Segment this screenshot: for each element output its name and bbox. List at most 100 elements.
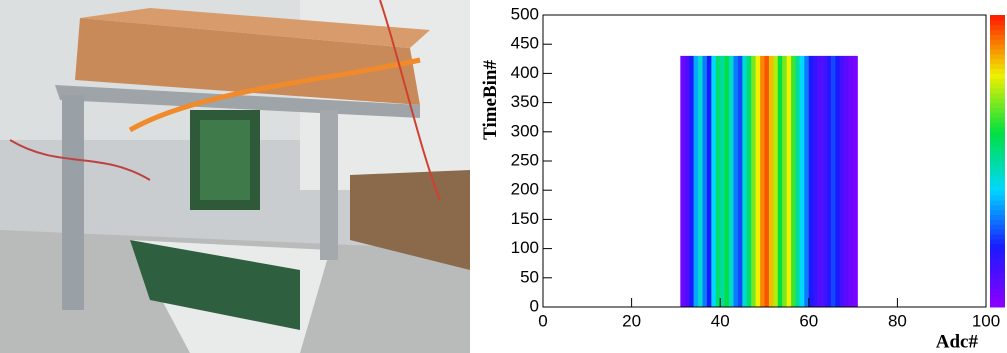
x-tick-label: 0: [538, 311, 547, 330]
colorbar-segment: [990, 297, 1005, 303]
colorbar-segment: [990, 107, 1005, 113]
colorbar-segment: [990, 29, 1005, 35]
colorbar-segment: [990, 146, 1005, 152]
colorbar-segment: [990, 243, 1005, 250]
heatmap-cell: [760, 55, 765, 307]
colorbar-segment: [990, 15, 1005, 21]
heatmap-cell: [689, 55, 694, 307]
heatmap-cell: [715, 55, 721, 307]
heatmap-cell: [786, 55, 792, 307]
heatmap-cell: [791, 55, 796, 307]
heatmap-cell: [839, 55, 845, 307]
heatmap-cell: [711, 55, 717, 307]
heatmap-cell: [804, 55, 810, 307]
x-tick-label: 80: [888, 311, 907, 330]
colorbar-segment: [990, 175, 1005, 181]
colorbar-segment: [990, 238, 1005, 245]
heatmap-cell: [755, 55, 761, 307]
heatmap-cell: [720, 55, 725, 307]
photo: [0, 0, 470, 353]
heatmap-cell: [702, 55, 708, 307]
colorbar-segment: [990, 170, 1005, 177]
colorbar-segment: [990, 190, 1005, 196]
colorbar-segment: [990, 73, 1005, 79]
y-tick-label: 50: [520, 267, 539, 286]
colorbar-segment: [990, 268, 1005, 274]
heatmap-cell: [768, 55, 774, 307]
colorbar-segment: [990, 165, 1005, 172]
x-tick-label: 60: [799, 311, 818, 330]
colorbar-segment: [990, 63, 1005, 70]
heatmap-cell: [693, 55, 699, 307]
heatmap-cell: [742, 55, 748, 307]
y-tick-label: 400: [511, 63, 539, 82]
x-tick-label: 40: [711, 311, 730, 330]
heatmap-cell: [764, 55, 770, 307]
colorbar-segment: [990, 122, 1005, 128]
heatmap-cell: [822, 55, 827, 307]
heatmap-cell: [844, 55, 849, 307]
plot-border: [542, 14, 987, 308]
colorbar-segment: [990, 204, 1005, 211]
colorbar-segment: [990, 112, 1005, 118]
heatmap-cell: [706, 55, 712, 307]
heatmap-cell: [773, 55, 779, 307]
colorbar-segment: [990, 44, 1005, 50]
y-tick-label: 350: [511, 92, 539, 111]
y-tick-label: 0: [530, 296, 539, 315]
colorbar-segment: [990, 219, 1005, 225]
colorbar-segment: [990, 195, 1005, 201]
colorbar-segment: [990, 292, 1005, 298]
colorbar-segment: [990, 248, 1005, 254]
heatmap-cell: [782, 55, 787, 307]
y-tick-label: 300: [511, 121, 539, 140]
y-axis-title: TimeBin#: [480, 60, 501, 140]
colorbar-segment: [990, 224, 1005, 230]
colorbar-segment: [990, 214, 1005, 220]
colorbar-segment: [990, 141, 1005, 147]
heatmap-cell: [729, 55, 734, 307]
colorbar-segment: [990, 199, 1005, 206]
heatmap-cell: [813, 55, 818, 307]
x-tick-label: 100: [972, 311, 1000, 330]
colorbar-segment: [990, 282, 1005, 289]
heatmap-cell: [737, 55, 743, 307]
y-tick-label: 500: [511, 4, 539, 23]
y-tick-label: 250: [511, 150, 539, 169]
heatmap-cell: [853, 55, 858, 307]
colorbar-segment: [990, 287, 1005, 293]
heatmap-cell: [808, 55, 814, 307]
colorbar-segment: [990, 19, 1005, 26]
colorbar-segment: [990, 209, 1005, 216]
colorbar-segment: [990, 88, 1005, 94]
heatmap-cell: [751, 55, 756, 307]
heatmap-cell: [826, 55, 832, 307]
colorbar-segment: [990, 78, 1005, 84]
colorbar-segment: [990, 302, 1005, 308]
heatmap-cell: [746, 55, 752, 307]
heatmap-cell: [777, 55, 783, 307]
colorbar-segment: [990, 156, 1005, 162]
heatmap-cell: [795, 55, 801, 307]
colorbar-segment: [990, 253, 1005, 259]
colorbar-segment: [990, 161, 1005, 167]
heatmap-cell: [835, 55, 841, 307]
colorbar-segment: [990, 136, 1005, 143]
colorbar-segment: [990, 263, 1005, 269]
heatmap-cell: [799, 55, 805, 307]
colorbar-segment: [990, 58, 1005, 65]
colorbar-segment: [990, 277, 1005, 284]
y-tick-label: 150: [511, 209, 539, 228]
colorbar-segment: [990, 180, 1005, 186]
colorbar-segment: [990, 102, 1005, 108]
heatmap-cell: [848, 55, 854, 307]
colorbar-segment: [990, 68, 1005, 74]
colorbar-segment: [990, 53, 1005, 60]
colorbar-segment: [990, 49, 1005, 55]
heatmap-cell: [817, 55, 823, 307]
colorbar-segment: [990, 131, 1005, 138]
colorbar-segment: [990, 258, 1005, 264]
heatmap-cell: [684, 55, 690, 307]
heatmap-cell: [680, 55, 686, 307]
